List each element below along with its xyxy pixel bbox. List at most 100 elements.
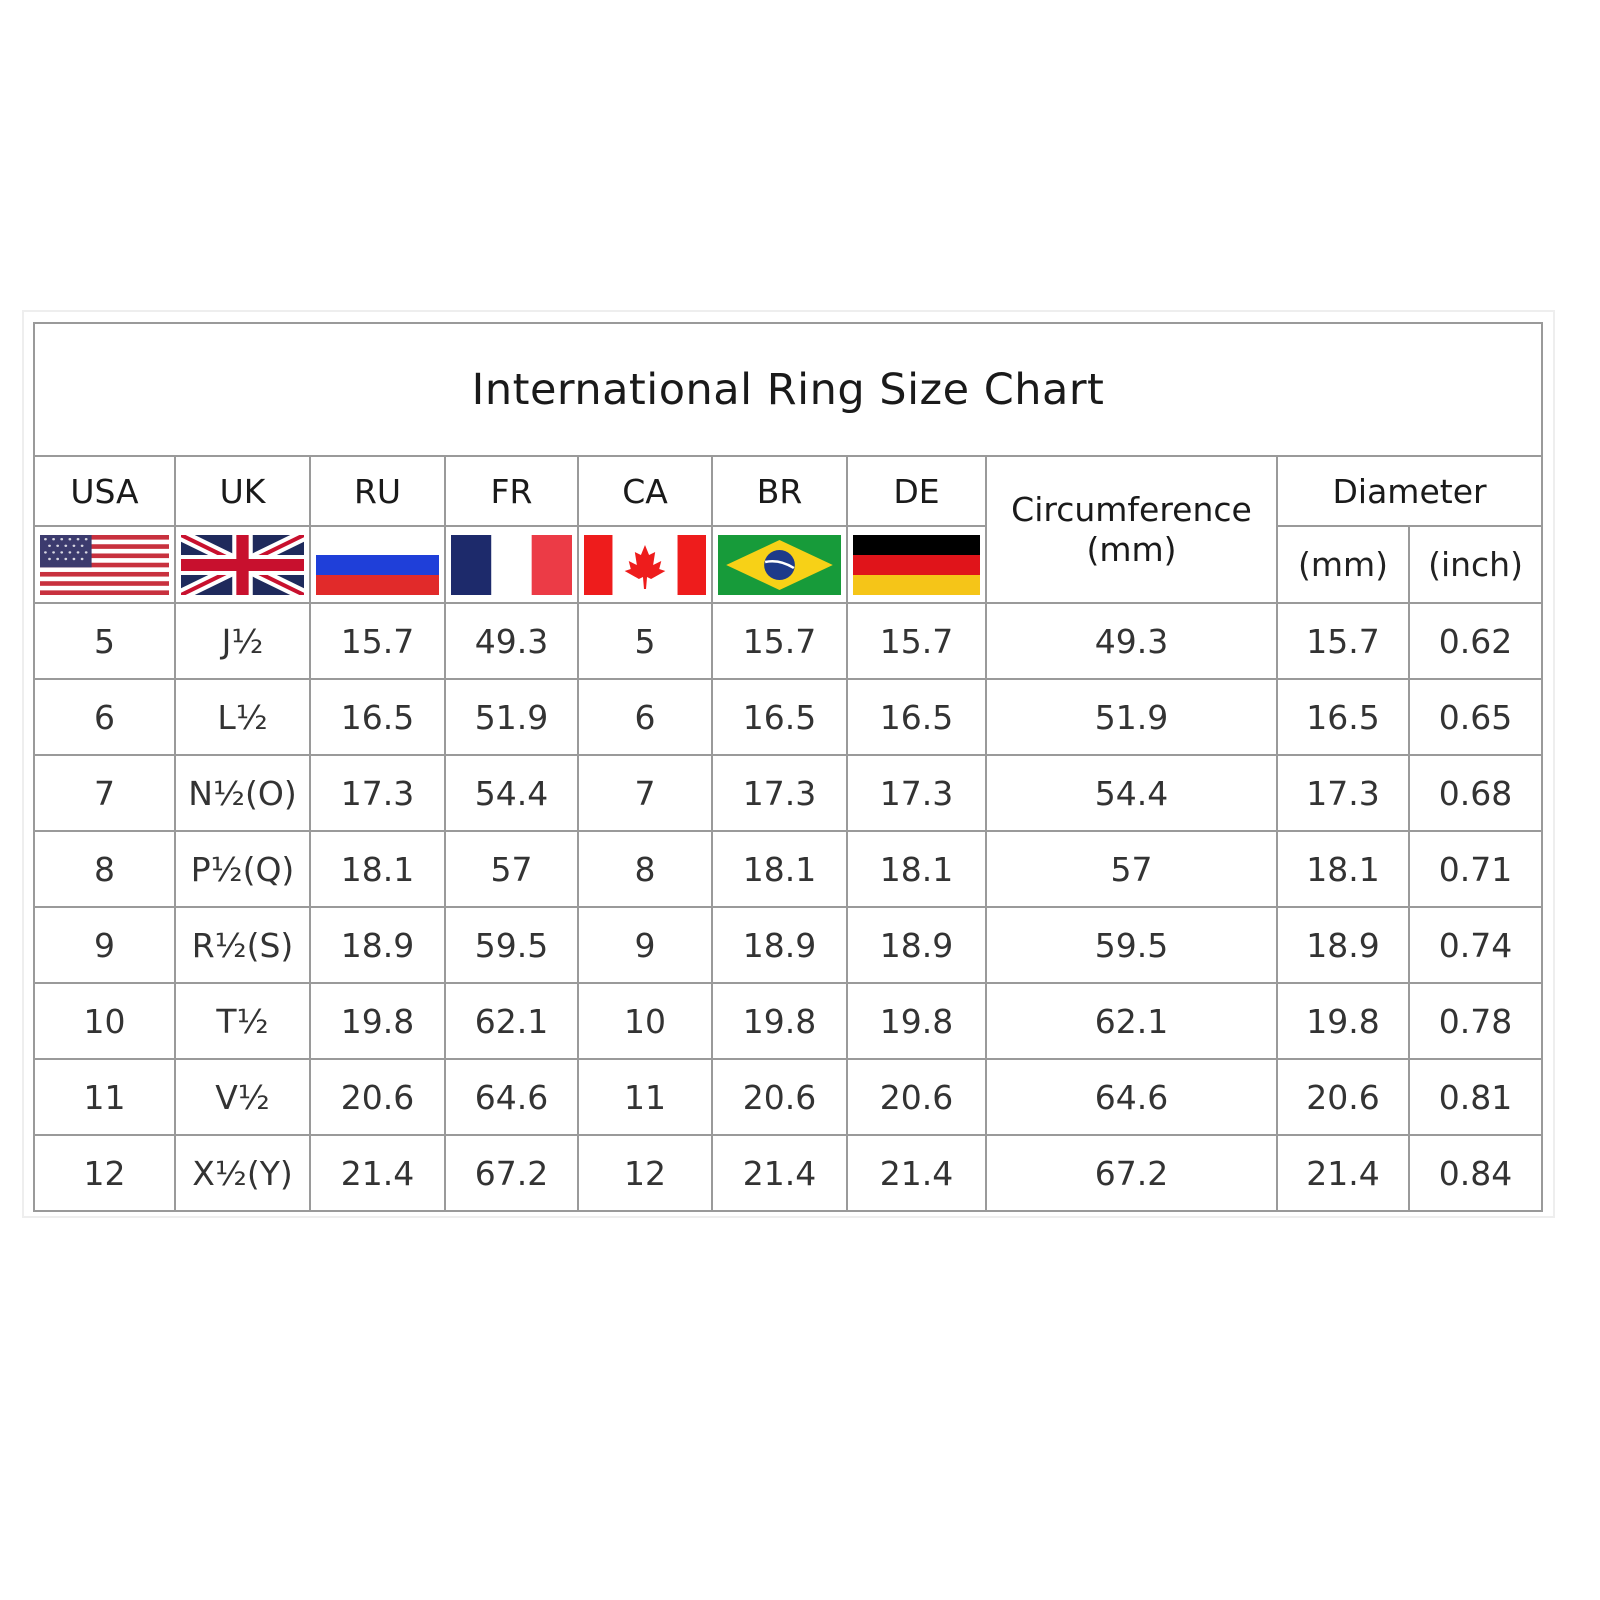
table-cell: 0.65 <box>1407 678 1544 756</box>
table-cell: 17.3 <box>846 754 987 832</box>
table-cell: 18.1 <box>309 830 446 908</box>
table-cell: 49.3 <box>444 602 579 680</box>
table-cell: L½ <box>174 678 311 756</box>
table-cell: 21.4 <box>1276 1134 1410 1212</box>
table-cell: 18.1 <box>846 830 987 908</box>
table-cell: 15.7 <box>711 602 848 680</box>
table-cell: 0.81 <box>1407 1058 1544 1136</box>
chart-frame <box>22 310 1555 1218</box>
table-cell: 64.6 <box>985 1058 1278 1136</box>
table-cell: 18.9 <box>846 906 987 984</box>
header-fr: FR <box>444 455 579 527</box>
table-body: 5 J½ 15.7 49.3 5 15.7 15.7 49.3 15.7 0.62 6 L½ 16.5 5… <box>33 602 1544 1212</box>
table-cell: 0.84 <box>1407 1134 1544 1212</box>
table-cell: 18.9 <box>711 906 848 984</box>
table-cell: 10 <box>577 982 713 1060</box>
circumference-label: Circumference <box>1011 489 1252 529</box>
table-cell: 17.3 <box>711 754 848 832</box>
table-cell: 11 <box>577 1058 713 1136</box>
table-cell: 5 <box>33 602 176 680</box>
header-ca: CA <box>577 455 713 527</box>
header-usa: USA <box>33 455 176 527</box>
table-cell: 8 <box>577 830 713 908</box>
table-cell: 15.7 <box>846 602 987 680</box>
table-row: 10 T½ 19.8 62.1 10 19.8 19.8 62.1 19.8 0.78 <box>33 982 1544 1060</box>
table-cell: 19.8 <box>1276 982 1410 1060</box>
table-cell: 7 <box>577 754 713 832</box>
table-cell: 20.6 <box>309 1058 446 1136</box>
table-cell: 62.1 <box>444 982 579 1060</box>
table-cell: 49.3 <box>985 602 1278 680</box>
table-cell: 54.4 <box>444 754 579 832</box>
table-cell: 59.5 <box>444 906 579 984</box>
table-cell: X½(Y) <box>174 1134 311 1212</box>
ring-size-table: International Ring Size Chart USA UK RU … <box>32 322 1544 1212</box>
table-row: 6 L½ 16.5 51.9 6 16.5 16.5 51.9 16.5 0.65 <box>33 678 1544 756</box>
table-cell: 21.4 <box>309 1134 446 1212</box>
table-cell: 12 <box>577 1134 713 1212</box>
table-cell: 57 <box>985 830 1278 908</box>
table-cell: 19.8 <box>309 982 446 1060</box>
table-cell: 19.8 <box>711 982 848 1060</box>
canada-flag <box>577 525 713 604</box>
table-cell: 17.3 <box>309 754 446 832</box>
table-cell: 59.5 <box>985 906 1278 984</box>
table-cell: 16.5 <box>1276 678 1410 756</box>
table-cell: 67.2 <box>985 1134 1278 1212</box>
table-row: 8 P½(Q) 18.1 57 8 18.1 18.1 57 18.1 0.71 <box>33 830 1544 908</box>
table-cell: 5 <box>577 602 713 680</box>
table-cell: 16.5 <box>846 678 987 756</box>
table-cell: 0.71 <box>1407 830 1544 908</box>
table-row: 12 X½(Y) 21.4 67.2 12 21.4 21.4 67.2 21.4 0.84 <box>33 1134 1544 1212</box>
brazil-flag <box>711 525 848 604</box>
table-cell: V½ <box>174 1058 311 1136</box>
table-cell: 9 <box>577 906 713 984</box>
table-cell: 64.6 <box>444 1058 579 1136</box>
table-cell: 20.6 <box>711 1058 848 1136</box>
table-cell: 18.1 <box>711 830 848 908</box>
table-cell: 21.4 <box>846 1134 987 1212</box>
table-cell: J½ <box>174 602 311 680</box>
us-flag <box>33 525 176 604</box>
table-cell: 18.9 <box>309 906 446 984</box>
russia-flag <box>309 525 446 604</box>
table-cell: 12 <box>33 1134 176 1212</box>
circumference-unit: (mm) <box>1086 529 1177 569</box>
table-cell: 6 <box>33 678 176 756</box>
table-cell: 11 <box>33 1058 176 1136</box>
table-cell: 0.68 <box>1407 754 1544 832</box>
table-cell: P½(Q) <box>174 830 311 908</box>
header-br: BR <box>711 455 848 527</box>
table-cell: R½(S) <box>174 906 311 984</box>
table-cell: 20.6 <box>846 1058 987 1136</box>
table-cell: 8 <box>33 830 176 908</box>
table-cell: 18.9 <box>1276 906 1410 984</box>
table-cell: 21.4 <box>711 1134 848 1212</box>
table-cell: 15.7 <box>309 602 446 680</box>
header-circumference: Circumference (mm) <box>985 455 1278 604</box>
table-cell: 0.78 <box>1407 982 1544 1060</box>
table-cell: 19.8 <box>846 982 987 1060</box>
chart-title: International Ring Size Chart <box>32 322 1544 457</box>
header-uk: UK <box>174 455 311 527</box>
table-cell: 7 <box>33 754 176 832</box>
table-cell: 15.7 <box>1276 602 1410 680</box>
table-cell: 20.6 <box>1276 1058 1410 1136</box>
table-cell: 18.1 <box>1276 830 1410 908</box>
table-cell: 16.5 <box>711 678 848 756</box>
table-cell: 6 <box>577 678 713 756</box>
table-cell: 62.1 <box>985 982 1278 1060</box>
table-cell: T½ <box>174 982 311 1060</box>
header-ru: RU <box>309 455 446 527</box>
table-row: 7 N½(O) 17.3 54.4 7 17.3 17.3 54.4 17.3 0.68 <box>33 754 1544 832</box>
header-de: DE <box>846 455 987 527</box>
table-row: 11 V½ 20.6 64.6 11 20.6 20.6 64.6 20.6 0.81 <box>33 1058 1544 1136</box>
table-cell: 17.3 <box>1276 754 1410 832</box>
table-cell: N½(O) <box>174 754 311 832</box>
germany-flag <box>846 525 987 604</box>
table-cell: 0.62 <box>1407 602 1544 680</box>
table-cell: 51.9 <box>444 678 579 756</box>
table-cell: 67.2 <box>444 1134 579 1212</box>
table-cell: 10 <box>33 982 176 1060</box>
table-cell: 9 <box>33 906 176 984</box>
